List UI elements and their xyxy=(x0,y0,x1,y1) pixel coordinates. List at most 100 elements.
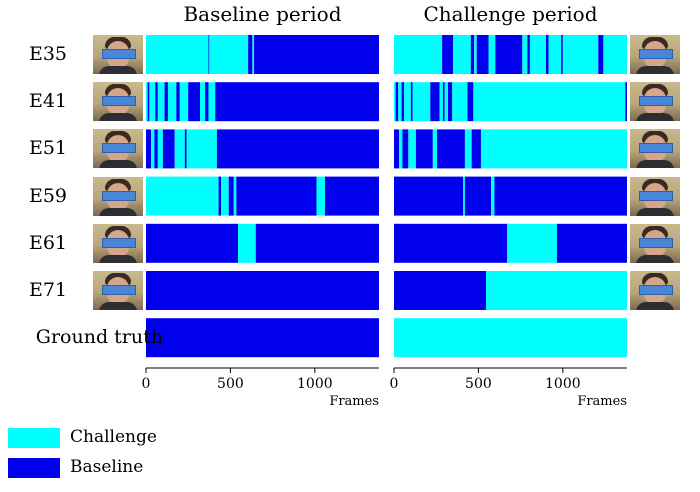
row-label: Ground truth xyxy=(35,326,163,349)
segment-bar xyxy=(146,35,209,74)
segment-bar xyxy=(146,223,239,263)
participant-face-photo-icon xyxy=(93,223,143,263)
segment-bar xyxy=(529,35,546,74)
segment-bar xyxy=(147,82,150,122)
segment-bar xyxy=(216,129,379,169)
x-axis-label: Frames xyxy=(577,394,627,409)
x-tick-label: 500 xyxy=(465,376,492,392)
segment-bar xyxy=(151,129,155,169)
panel-title: Baseline period xyxy=(183,2,342,26)
face-mask xyxy=(639,49,673,59)
x-axis-label: Frames xyxy=(329,394,379,409)
segment-bar xyxy=(398,82,402,122)
segment-bar xyxy=(221,176,229,216)
segment-bar xyxy=(228,176,234,216)
segment-bar xyxy=(157,129,163,169)
participant-face-photo-icon xyxy=(93,82,143,122)
segment-bar xyxy=(480,129,627,169)
participant-face-photo-icon xyxy=(630,129,680,169)
segment-bar xyxy=(205,82,209,122)
participant-face-photo-icon xyxy=(630,35,680,74)
segment-bar xyxy=(464,129,472,169)
row-label: E35 xyxy=(28,43,67,65)
participant-face-photo-icon xyxy=(93,129,143,169)
segment-bar xyxy=(208,35,210,74)
face-mask xyxy=(639,143,673,154)
face-mask xyxy=(102,237,136,248)
segment-bar xyxy=(408,129,416,169)
row-label: E51 xyxy=(28,137,67,160)
face-body xyxy=(636,254,674,263)
segment-bar xyxy=(444,82,449,122)
face-mask xyxy=(639,285,673,295)
segment-bar xyxy=(522,35,528,74)
segment-bar xyxy=(471,129,481,169)
participant-face-photo-icon xyxy=(630,223,680,263)
segment-bar xyxy=(556,223,627,263)
face-body xyxy=(99,113,137,122)
segment-bar xyxy=(442,35,454,74)
face-body xyxy=(636,113,674,122)
segment-bar xyxy=(404,82,411,122)
segment-bar xyxy=(188,82,201,122)
segment-bar xyxy=(394,223,508,263)
segment-bar xyxy=(157,82,165,122)
participant-face-photo-icon xyxy=(630,82,680,122)
segment-bar xyxy=(415,129,433,169)
segment-bar xyxy=(495,35,523,74)
segment-bar xyxy=(463,176,465,216)
segment-bar xyxy=(410,82,413,122)
segment-bar xyxy=(476,35,489,74)
segment-bar xyxy=(491,176,495,216)
segment-bar xyxy=(238,223,256,263)
row-label: E61 xyxy=(28,231,67,254)
segment-bar xyxy=(146,129,152,169)
segment-bar xyxy=(394,176,464,216)
segment-bar xyxy=(486,271,627,310)
segment-bar xyxy=(527,35,530,74)
segment-bar xyxy=(252,35,255,74)
segment-bar xyxy=(208,82,216,122)
face-mask xyxy=(639,96,673,107)
segment-bar xyxy=(432,129,438,169)
participant-face-photo-icon xyxy=(630,271,680,310)
segment-bar xyxy=(174,129,185,169)
segment-bar xyxy=(394,271,487,310)
segment-bar xyxy=(399,129,403,169)
participant-face-photo-icon xyxy=(93,271,143,310)
segment-bar xyxy=(562,35,599,74)
row-label: E41 xyxy=(28,90,67,113)
segment-bar xyxy=(448,82,453,122)
segment-bar xyxy=(561,35,563,74)
x-tick-label: 1000 xyxy=(545,376,581,392)
row-label: E59 xyxy=(28,184,67,207)
segment-bar xyxy=(162,129,175,169)
x-tick-label: 0 xyxy=(390,376,399,392)
segment-bar xyxy=(625,82,627,122)
segment-bar xyxy=(401,82,405,122)
segment-bar xyxy=(209,35,249,74)
segment-bar xyxy=(186,129,217,169)
segment-bar xyxy=(412,82,431,122)
segment-bar xyxy=(473,82,626,122)
face-body xyxy=(99,254,137,263)
face-body xyxy=(99,66,137,74)
segment-bar xyxy=(488,35,496,74)
segment-bar xyxy=(394,318,627,358)
face-body xyxy=(636,160,674,169)
segment-bar xyxy=(439,82,443,122)
segment-bar xyxy=(470,35,475,74)
segment-bar xyxy=(548,35,562,74)
segment-bar xyxy=(402,129,409,169)
segment-bar xyxy=(218,176,222,216)
segment-bar xyxy=(146,271,379,310)
segment-bar xyxy=(467,82,474,122)
segment-bar xyxy=(248,35,253,74)
x-tick-label: 0 xyxy=(142,376,151,392)
segment-bar xyxy=(154,129,158,169)
face-body xyxy=(636,302,674,310)
segment-bar xyxy=(179,82,189,122)
segment-bar xyxy=(603,35,627,74)
segment-bar xyxy=(155,82,158,122)
